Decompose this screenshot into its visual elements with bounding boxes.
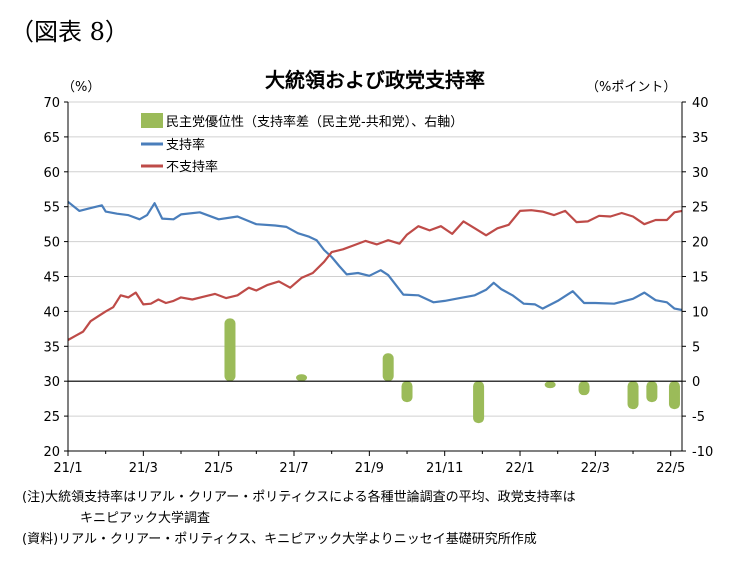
- x-tick-label: 21/3: [129, 461, 158, 476]
- notes: (注)大統領支持率はリアル・クリアー・ポリティクスによる各種世論調査の平均、政党…: [22, 487, 576, 550]
- bar: [224, 318, 236, 382]
- bar: [668, 381, 680, 410]
- note-line-3: (資料)リアル・クリアー・ポリティクス、キニピアック大学よりニッセイ基礎研究所作…: [22, 532, 537, 547]
- legend-label-bars: 民主党優位性（支持率差（民主党-共和党）、右軸）: [166, 114, 463, 130]
- bar: [578, 381, 590, 396]
- y-tick-label: 45: [43, 271, 60, 286]
- y2-tick-label: 5: [692, 340, 700, 355]
- y2-tick-label: -5: [692, 410, 705, 425]
- y2-tick-label: 10: [692, 305, 709, 320]
- y-tick-label: 50: [43, 236, 60, 251]
- figure-label: （図表 8）: [10, 18, 129, 46]
- bar: [627, 381, 639, 410]
- note-line-2: キニピアック大学調査: [80, 511, 211, 526]
- y2-tick-label: -10: [692, 445, 713, 460]
- y-tick-label: 65: [43, 131, 60, 146]
- series-line: [67, 209, 683, 341]
- bar: [544, 381, 556, 389]
- y-tick-label: 40: [43, 305, 60, 320]
- y2-tick-label: 35: [692, 131, 709, 146]
- y-axis-label: （%）: [62, 80, 100, 95]
- y-tick-label: 70: [43, 96, 60, 111]
- y-tick-label: 35: [43, 340, 60, 355]
- note-line-1: (注)大統領支持率はリアル・クリアー・ポリティクスによる各種世論調査の平均、政党…: [22, 490, 576, 505]
- axes: 20 25 30 35 40 45 50 55 60 65 70 -10 -5 0 5 10 15 20 25 30 3…: [43, 96, 713, 476]
- x-tick-label: 21/11: [426, 461, 463, 476]
- legend-label-approval: 支持率: [166, 137, 205, 153]
- gridlines: [68, 101, 682, 452]
- y2-tick-label: 30: [692, 166, 709, 181]
- line-series: [67, 200, 683, 382]
- y-tick-label: 20: [43, 445, 60, 460]
- x-tick-label: 22/5: [656, 461, 685, 476]
- y2-tick-label: 20: [692, 236, 709, 251]
- y2-tick-label: 15: [692, 271, 709, 286]
- x-tick-label: 21/9: [355, 461, 384, 476]
- y2-tick-label: 40: [692, 96, 709, 111]
- chart-title: 大統領および政党支持率: [265, 68, 485, 92]
- series-line: [67, 200, 683, 312]
- bar-series: [224, 318, 680, 424]
- x-tick-label: 21/1: [53, 461, 82, 476]
- y-tick-label: 30: [43, 375, 60, 390]
- y-tick-label: 25: [43, 410, 60, 425]
- y2-tick-label: 0: [692, 375, 700, 390]
- y-tick-label: 60: [43, 166, 60, 181]
- x-tick-label: 22/1: [505, 461, 534, 476]
- x-tick-label: 21/7: [279, 461, 308, 476]
- legend-swatch-bars: [141, 113, 163, 128]
- legend-label-disapproval: 不支持率: [166, 159, 218, 175]
- chart: 20 25 30 35 40 45 50 55 60 65 70 -10 -5 0 5 10 15 20 25 30 3…: [43, 68, 713, 476]
- bar: [382, 353, 394, 382]
- x-tick-label: 21/5: [204, 461, 233, 476]
- y2-axis-label: （%ポイント）: [586, 80, 676, 95]
- bar: [473, 381, 485, 424]
- x-tick-label: 22/3: [581, 461, 610, 476]
- bar: [401, 381, 413, 403]
- bar: [296, 374, 308, 382]
- y2-tick-label: 25: [692, 201, 709, 216]
- y-tick-label: 55: [43, 201, 60, 216]
- bar: [646, 381, 658, 403]
- legend: 民主党優位性（支持率差（民主党-共和党）、右軸） 支持率 不支持率: [141, 113, 463, 175]
